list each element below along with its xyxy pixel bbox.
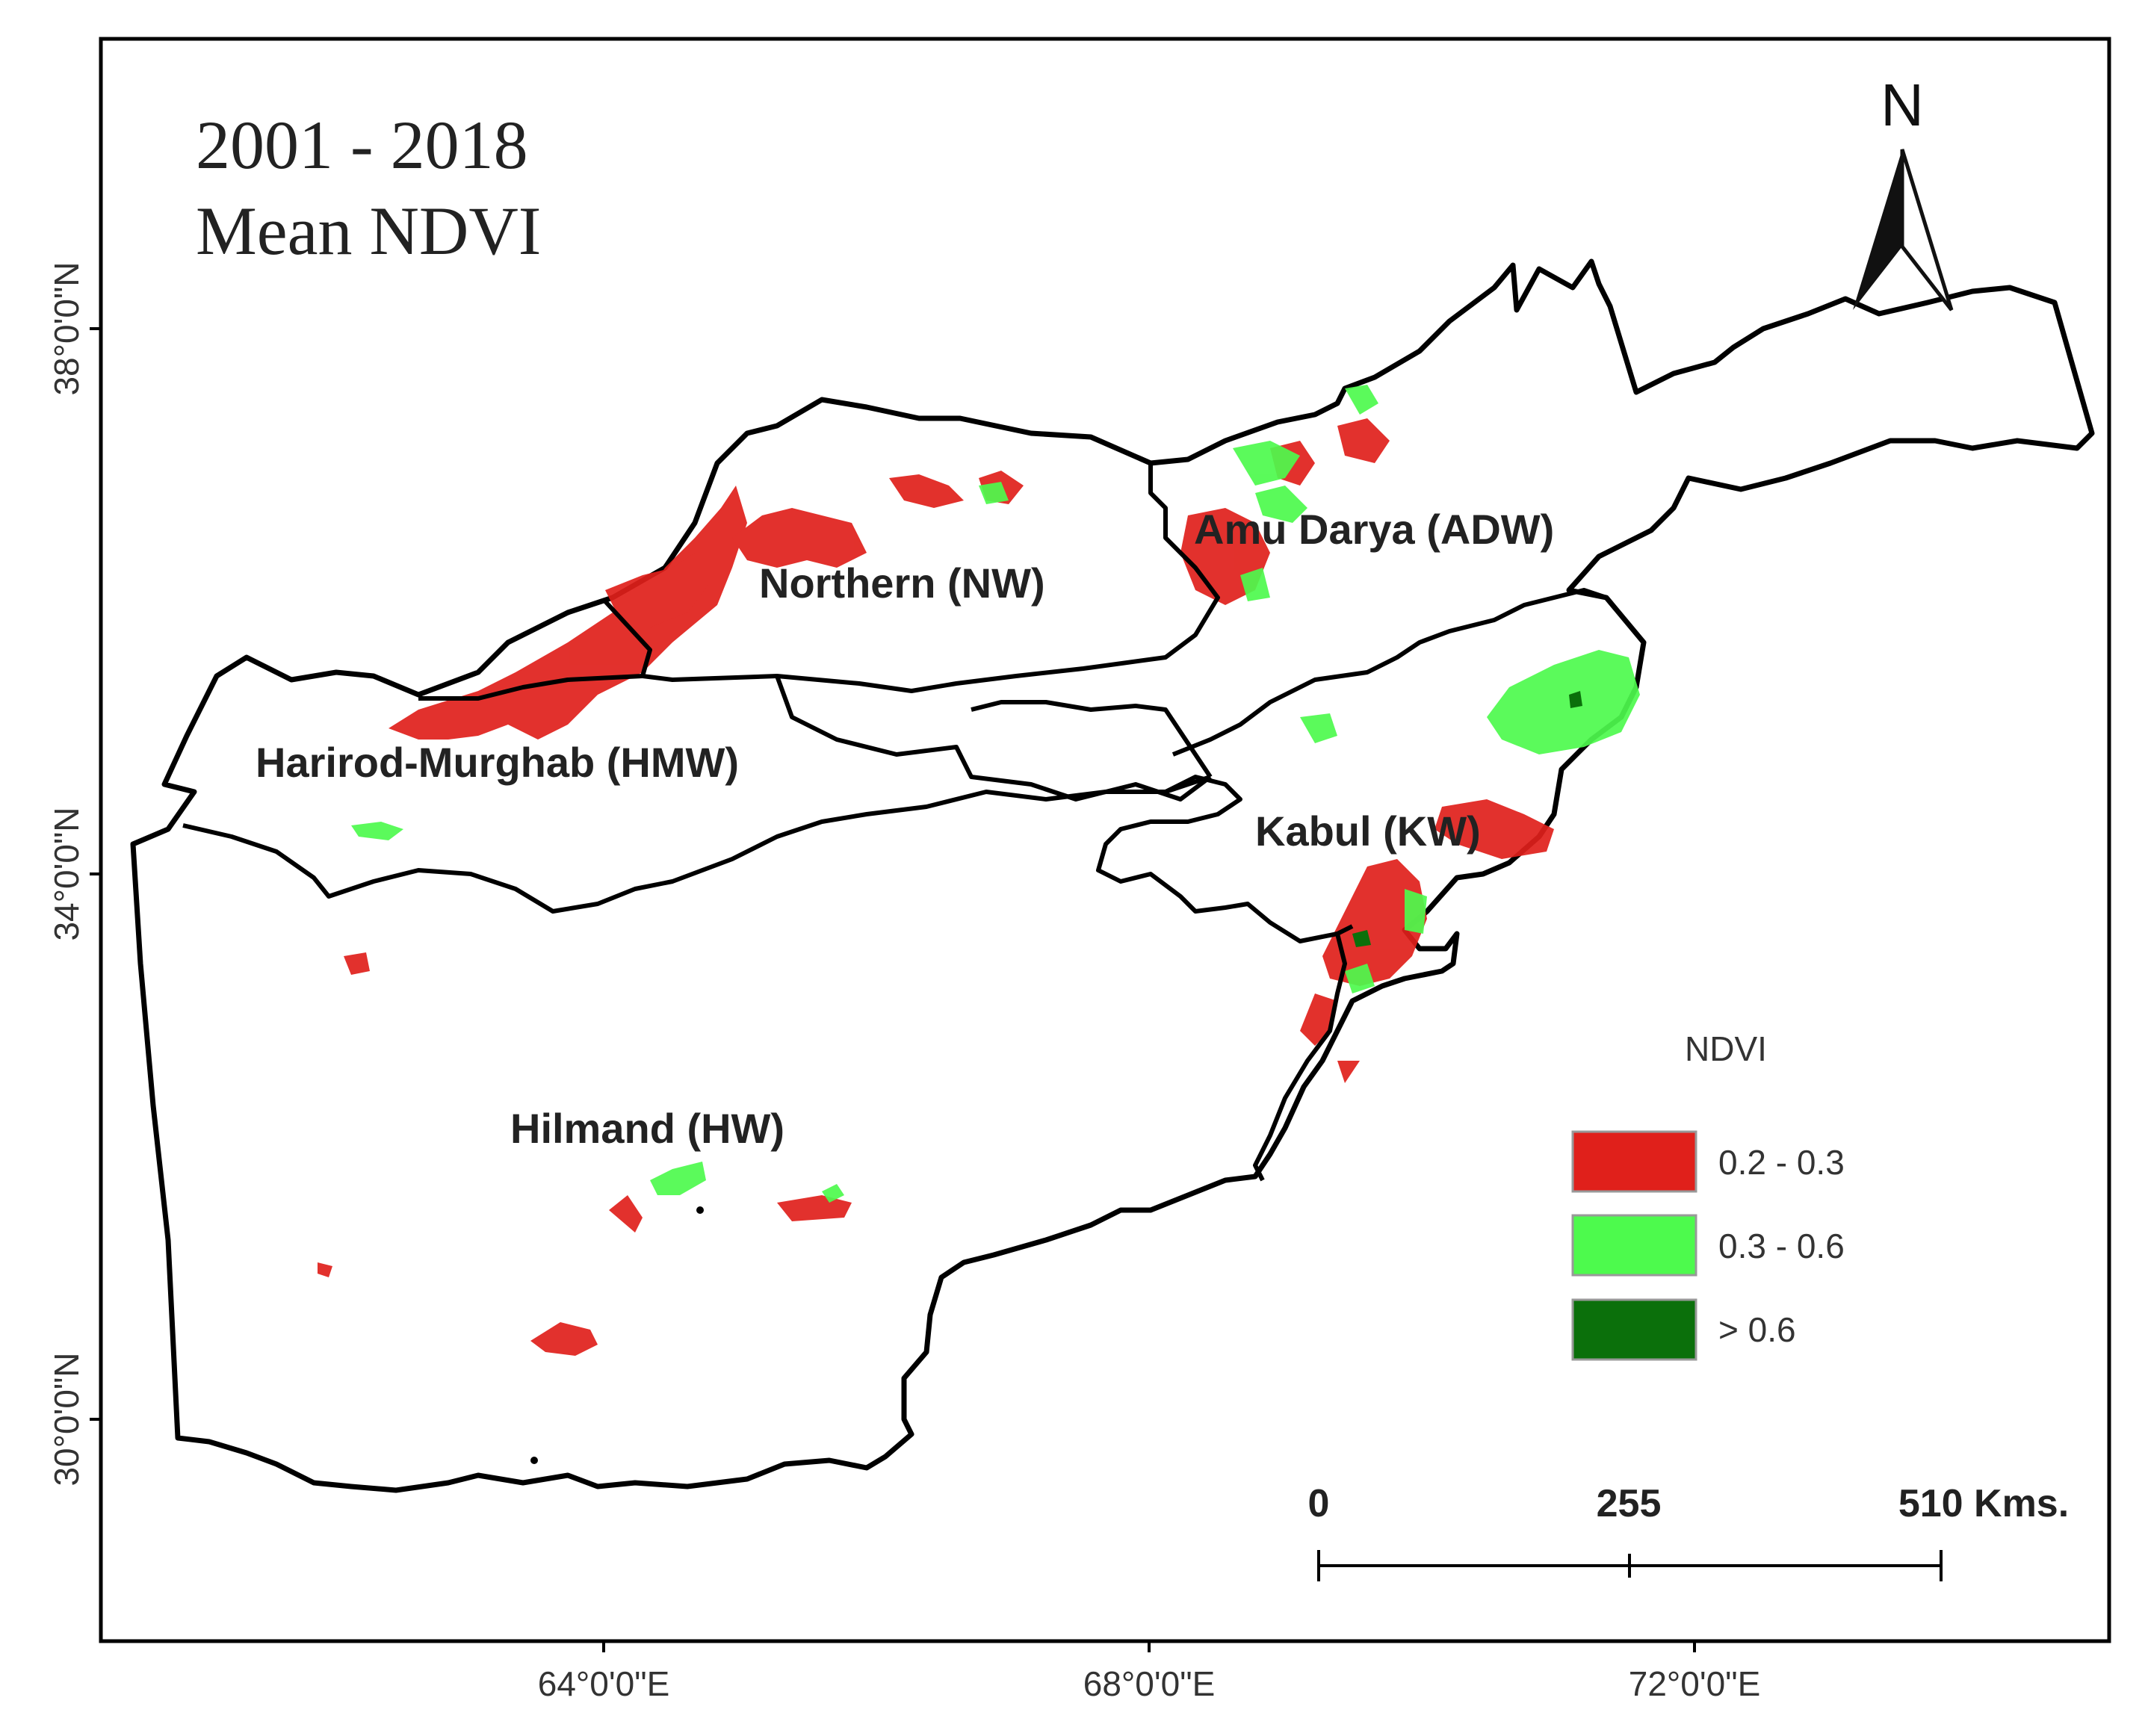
basin-label-harirod-murghab: Harirod-Murghab (HMW) (256, 739, 739, 786)
legend-label-high: > 0.6 (1718, 1310, 1796, 1349)
legend-label-mid: 0.3 - 0.6 (1718, 1227, 1845, 1265)
north-arrow: N (1853, 72, 1954, 311)
basin-label-kabul: Kabul (KW) (1255, 807, 1481, 855)
map-title-metric: Mean NDVI (196, 193, 541, 269)
scale-label-0: 0 (1308, 1482, 1330, 1525)
legend-label-low: 0.2 - 0.3 (1718, 1143, 1845, 1182)
scale-bar: 0 255 510 Kms. (1308, 1482, 2069, 1581)
ndvi-mid-patches (351, 385, 1640, 1203)
lon-label-72: 72°0'0"E (1629, 1664, 1761, 1703)
map-dot (696, 1206, 704, 1214)
basin-boundaries (182, 463, 1607, 1182)
basin-label-amu-darya: Amu Darya (ADW) (1194, 506, 1554, 553)
north-arrow-icon (1853, 149, 1902, 310)
lat-label-38: 38°0'0"N (47, 261, 86, 395)
north-arrow-half (1900, 149, 1954, 311)
basin-label-northern: Northern (NW) (759, 559, 1045, 607)
lon-tick-marks (602, 1641, 1696, 1652)
legend-swatch-high (1571, 1298, 1697, 1361)
ndvi-high-patches (1352, 691, 1582, 947)
legend-title: NDVI (1685, 1029, 1767, 1068)
scale-label-255: 255 (1597, 1482, 1662, 1525)
lat-tick-marks (90, 327, 101, 1421)
north-label: N (1881, 72, 1924, 138)
scale-label-510: 510 Kms. (1898, 1482, 2069, 1525)
lon-label-64: 64°0'0"E (538, 1664, 670, 1703)
legend-swatch-low (1571, 1130, 1697, 1193)
map-title-years: 2001 - 2018 (196, 107, 528, 183)
legend-swatch-mid (1571, 1214, 1697, 1277)
map-dot (530, 1457, 538, 1464)
lon-label-68: 68°0'0"E (1083, 1664, 1216, 1703)
legend: NDVI 0.2 - 0.3 0.3 - 0.6 > 0.6 (1571, 1029, 1845, 1361)
lat-label-34: 34°0'0"N (47, 807, 86, 940)
lat-label-30: 30°0'0"N (47, 1352, 86, 1486)
basin-label-hilmand: Hilmand (HW) (510, 1105, 784, 1152)
